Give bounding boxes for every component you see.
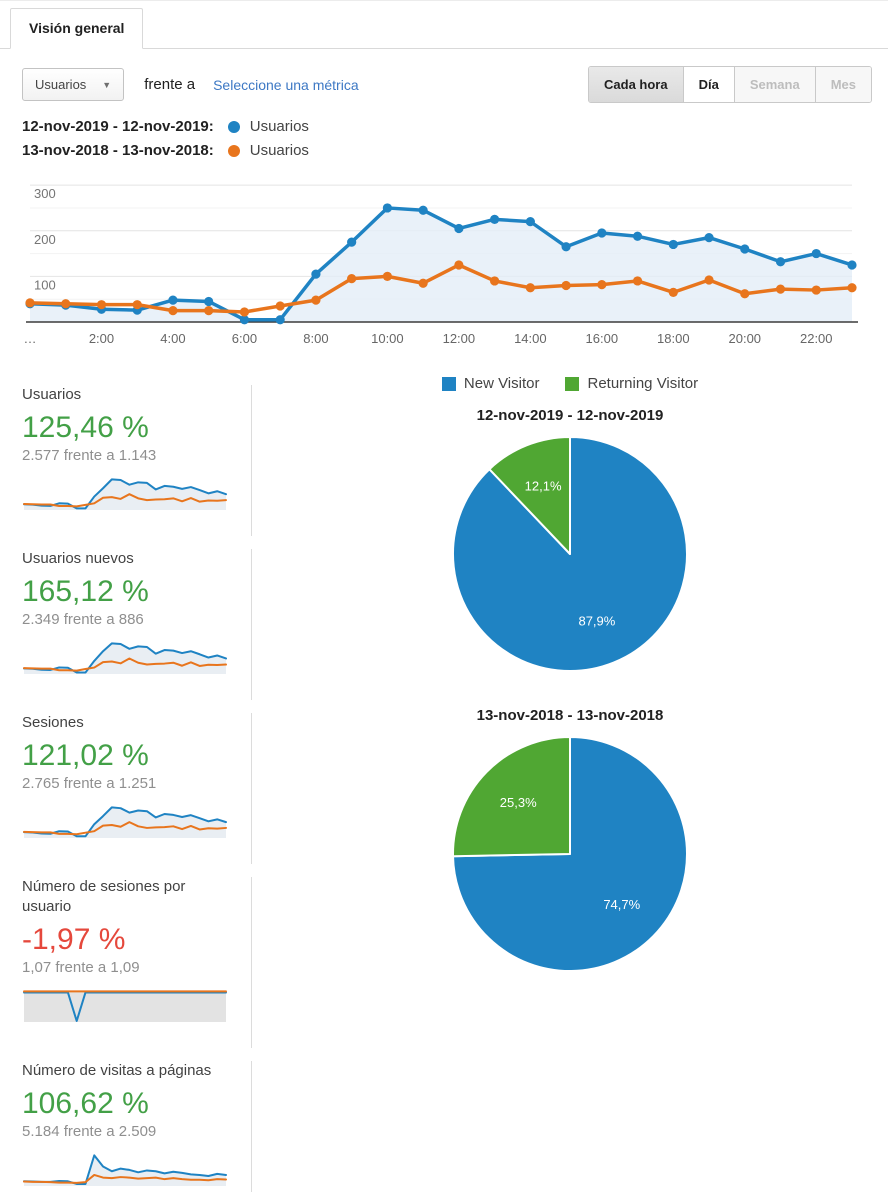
controls-row: Usuarios ▼ frente a Seleccione una métri…	[0, 49, 888, 116]
metric-card-detail: 5.184 frente a 2.509	[22, 1123, 157, 1140]
series-legend-row-2018: 13-nov-2018 - 13-nov-2018: Usuarios	[22, 142, 866, 159]
metric-card-change: 125,46 %	[22, 411, 149, 444]
blue-square-icon	[441, 376, 456, 391]
legend-label: New Visitor	[463, 375, 540, 392]
series-legend-row-2019: 12-nov-2019 - 12-nov-2019: Usuarios	[22, 118, 866, 135]
visitor-type-legend: New Visitor Returning Visitor	[441, 375, 698, 392]
tab-label: Visión general	[29, 20, 125, 36]
svg-text:22:00: 22:00	[800, 331, 833, 346]
metric-card-title: Número de sesiones por usuario	[22, 878, 186, 915]
tab-bar: Visión general	[0, 0, 888, 49]
metric-card-title: Número de visitas a páginas	[22, 1062, 212, 1079]
svg-text:200: 200	[34, 232, 56, 247]
pie-block-2018: 13-nov-2018 - 13-nov-2018 74,7% 25,3%	[450, 707, 690, 973]
svg-text:14:00: 14:00	[514, 331, 547, 346]
metric-card-usuarios[interactable]: Usuarios 125,46 % 2.577 frente a 1.143	[22, 385, 252, 536]
metric-card-title: Usuarios	[22, 386, 82, 403]
svg-text:100: 100	[34, 277, 56, 292]
series-metric-label: Usuarios	[249, 142, 309, 159]
svg-text:20:00: 20:00	[729, 331, 762, 346]
pie-title-2018: 13-nov-2018 - 13-nov-2018	[476, 707, 664, 724]
metric-card-title: Sesiones	[22, 714, 84, 731]
svg-text:2:00: 2:00	[89, 331, 114, 346]
sparkline-chart	[23, 806, 227, 838]
metric-cards-column: Usuarios 125,46 % 2.577 frente a 1.143 U…	[0, 369, 252, 1192]
granularity-dia-button[interactable]: Día	[682, 67, 734, 102]
sparkline-chart	[23, 990, 227, 1022]
hourly-users-chart-svg[interactable]: 100 200 300 … 2:00 4:00 6:00 8:00 10:00 12:00 14:0…	[16, 170, 876, 364]
granularity-mes-button: Mes	[814, 67, 871, 102]
metric-card-change: 106,62 %	[22, 1087, 149, 1120]
visitor-pie-chart-2018[interactable]: 74,7% 25,3%	[450, 733, 690, 973]
granularity-cada-hora-button[interactable]: Cada hora	[589, 67, 683, 102]
svg-text:4:00: 4:00	[160, 331, 185, 346]
svg-text:8:00: 8:00	[303, 331, 328, 346]
green-square-icon	[565, 376, 580, 391]
svg-text:12,1%: 12,1%	[525, 479, 562, 494]
pie-charts-column: New Visitor Returning Visitor 12-nov-201…	[252, 369, 888, 1007]
pie-title-2019: 12-nov-2019 - 12-nov-2019	[476, 407, 664, 424]
metric-card-detail: 2.349 frente a 886	[22, 611, 144, 628]
svg-text:12:00: 12:00	[443, 331, 476, 346]
svg-text:300: 300	[34, 186, 56, 201]
blue-series-dot-icon	[227, 120, 240, 133]
svg-text:87,9%: 87,9%	[578, 613, 615, 628]
svg-text:6:00: 6:00	[232, 331, 257, 346]
metric-card-detail: 1,07 frente a 1,09	[22, 959, 140, 976]
legend-returning-visitor: Returning Visitor	[565, 375, 698, 392]
legend-new-visitor: New Visitor	[441, 375, 540, 392]
metric-card-sesiones-por-usuario[interactable]: Número de sesiones por usuario -1,97 % 1…	[22, 877, 252, 1048]
metric-card-change: 165,12 %	[22, 575, 149, 608]
main-line-chart[interactable]: 100 200 300 … 2:00 4:00 6:00 8:00 10:00 12:00 14:0…	[0, 166, 888, 369]
content-columns: Usuarios 125,46 % 2.577 frente a 1.143 U…	[0, 369, 888, 1192]
metric-card-detail: 2.577 frente a 1.143	[22, 447, 157, 464]
metric-dropdown-value: Usuarios	[35, 77, 87, 92]
svg-text:18:00: 18:00	[657, 331, 690, 346]
svg-text:74,7%: 74,7%	[603, 897, 640, 912]
metric-dropdown[interactable]: Usuarios ▼	[22, 68, 125, 101]
svg-text:25,3%: 25,3%	[500, 795, 537, 810]
sparkline-chart	[23, 478, 227, 510]
orange-series-dot-icon	[227, 144, 240, 157]
series-date-range: 13-nov-2018 - 13-nov-2018:	[22, 142, 214, 159]
granularity-button-group: Cada hora Día Semana Mes	[588, 66, 872, 103]
metric-card-change: -1,97 %	[22, 923, 126, 956]
metric-card-detail: 2.765 frente a 1.251	[22, 775, 157, 792]
series-date-range: 12-nov-2019 - 12-nov-2019:	[22, 118, 214, 135]
metric-card-title: Usuarios nuevos	[22, 550, 134, 567]
metric-card-usuarios-nuevos[interactable]: Usuarios nuevos 165,12 % 2.349 frente a …	[22, 549, 252, 700]
svg-text:…: …	[24, 331, 37, 346]
metric-card-visitas-paginas[interactable]: Número de visitas a páginas 106,62 % 5.1…	[22, 1061, 252, 1192]
granularity-semana-button: Semana	[733, 67, 815, 102]
chevron-down-icon: ▼	[102, 79, 112, 90]
series-metric-label: Usuarios	[249, 118, 309, 135]
svg-text:16:00: 16:00	[586, 331, 619, 346]
select-metric-link[interactable]: Seleccione una métrica	[213, 76, 359, 93]
svg-text:10:00: 10:00	[371, 331, 404, 346]
visitor-pie-chart-2019[interactable]: 87,9% 12,1%	[450, 433, 690, 673]
pie-block-2019: 12-nov-2019 - 12-nov-2019 87,9% 12,1%	[450, 407, 690, 673]
legend-label: Returning Visitor	[587, 375, 699, 392]
vs-label: frente a	[144, 76, 196, 93]
sparkline-chart	[23, 642, 227, 674]
sparkline-chart	[23, 1154, 227, 1186]
series-legend: 12-nov-2019 - 12-nov-2019: Usuarios 13-n…	[0, 116, 888, 159]
metric-card-change: 121,02 %	[22, 739, 149, 772]
metric-card-sesiones[interactable]: Sesiones 121,02 % 2.765 frente a 1.251	[22, 713, 252, 864]
tab-vision-general[interactable]: Visión general	[10, 8, 144, 49]
